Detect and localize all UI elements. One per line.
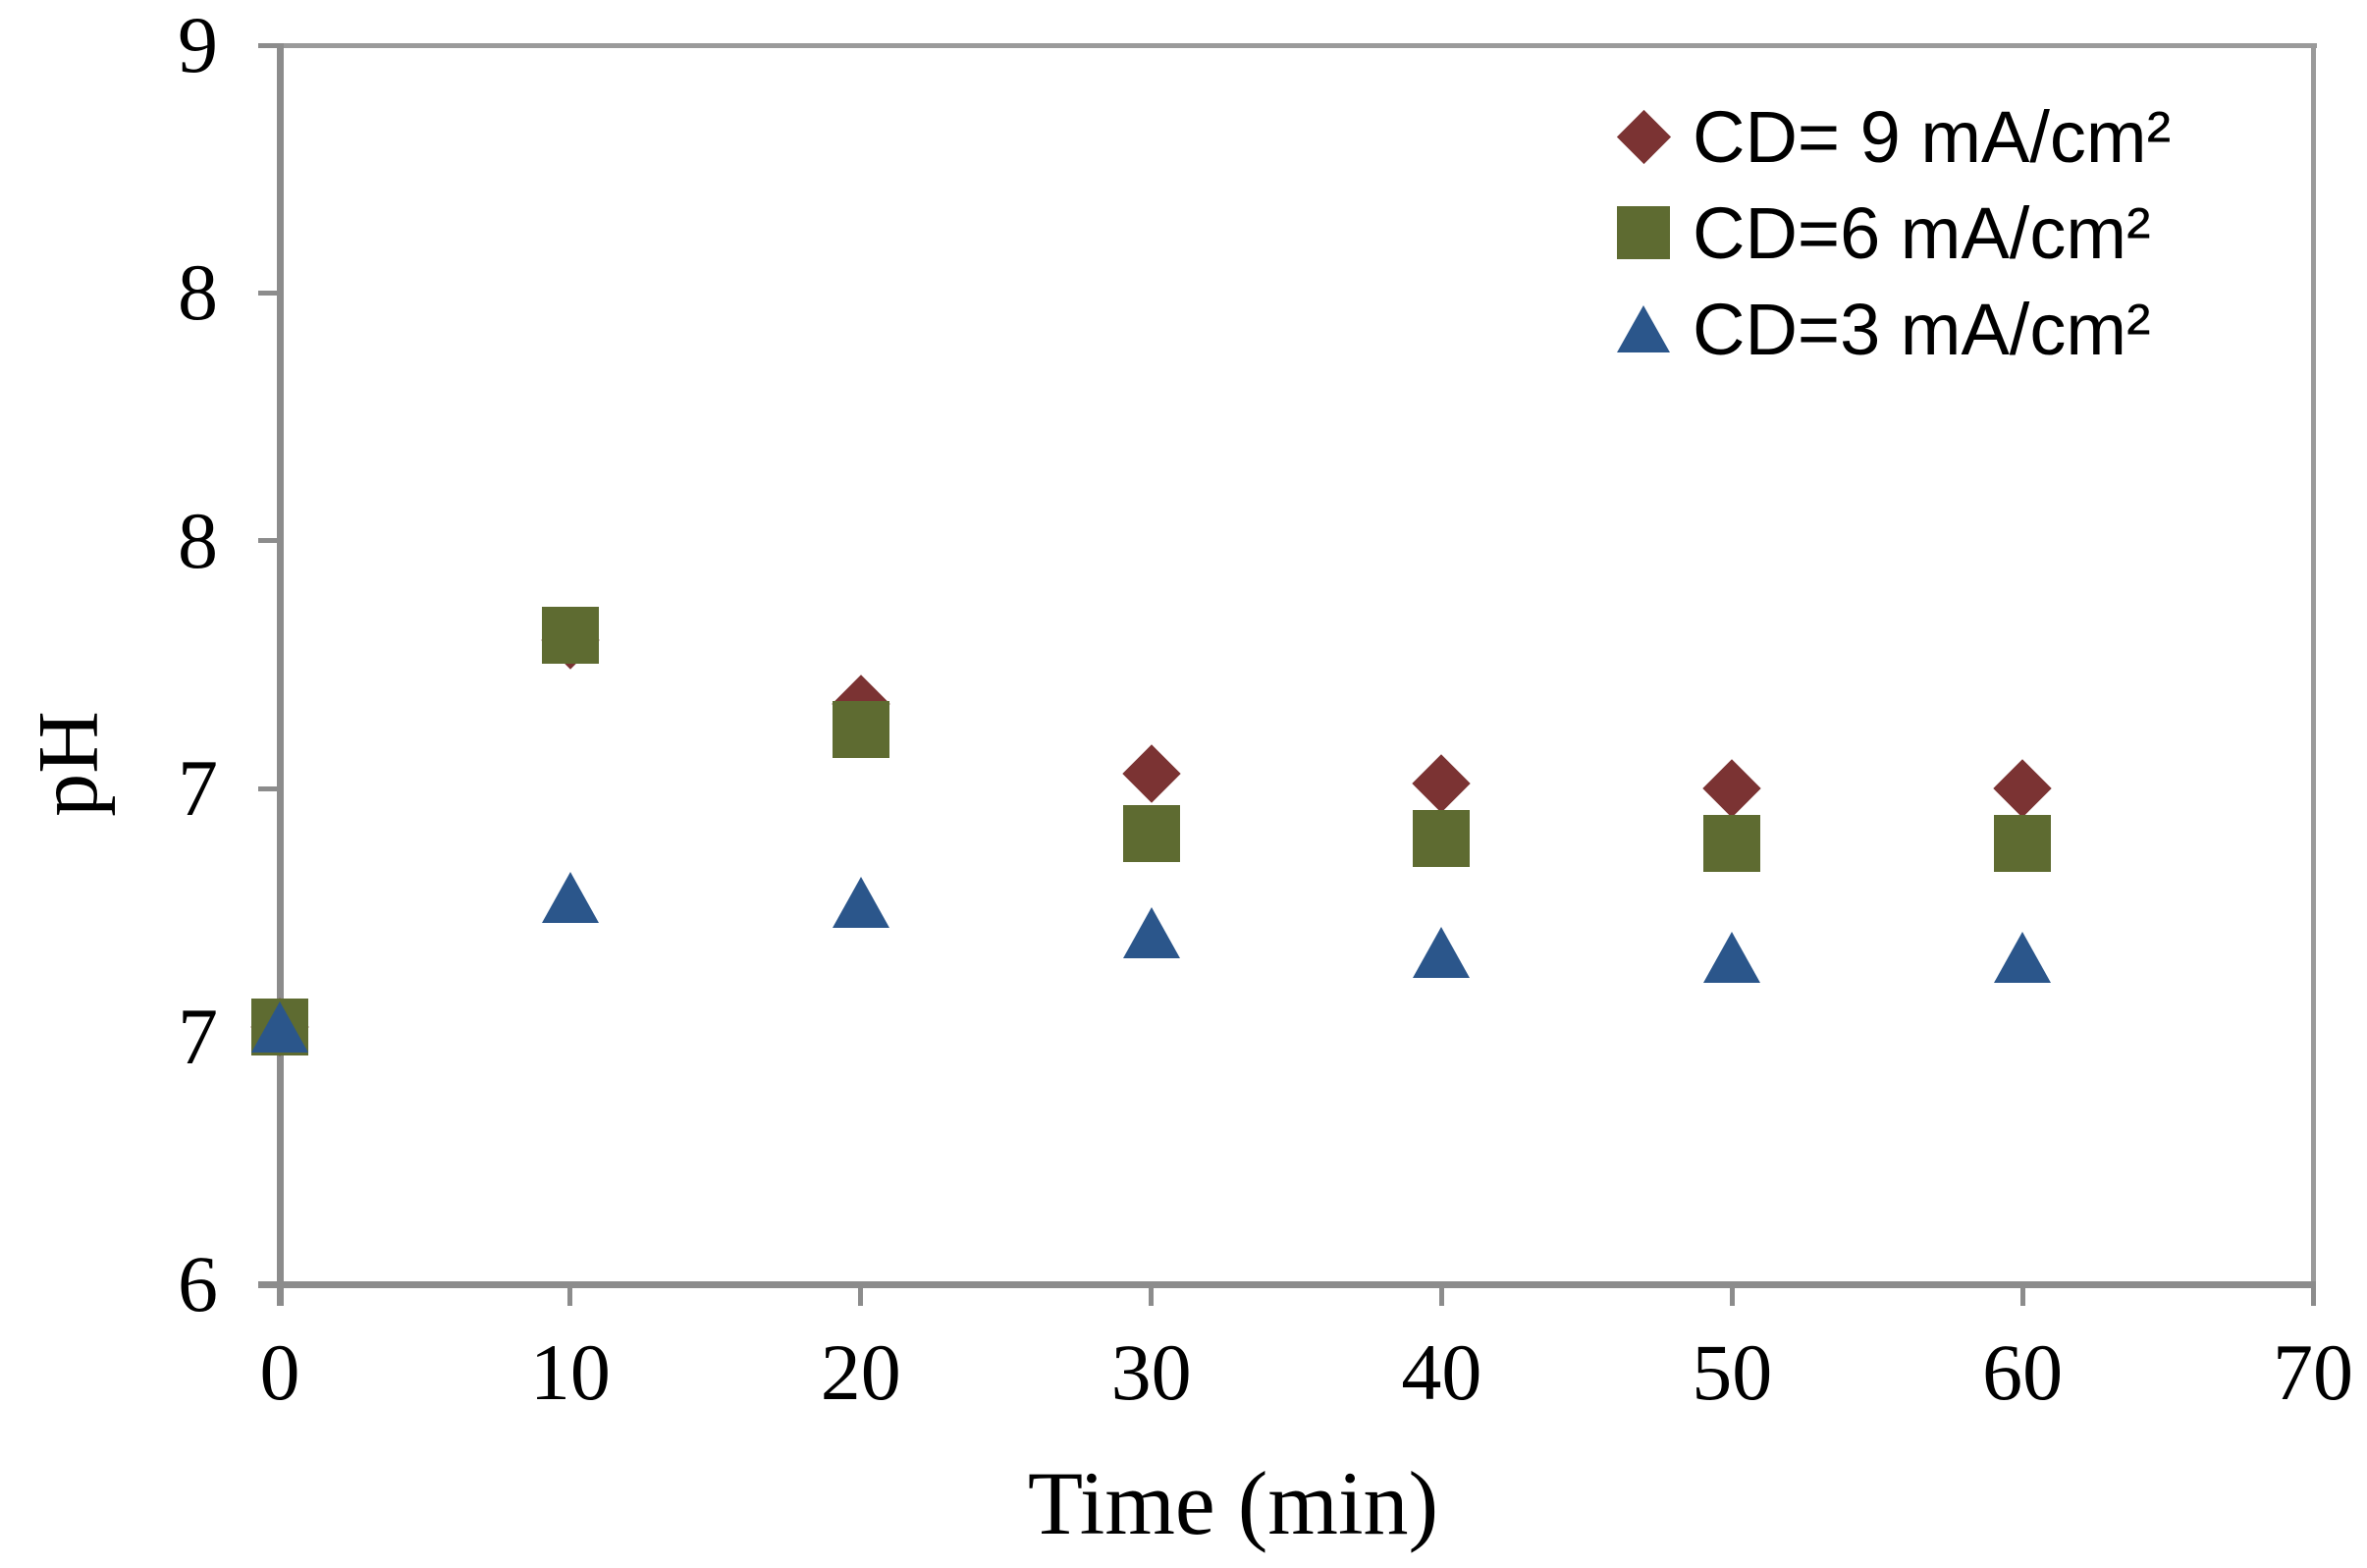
x-axis-title: Time (min): [1027, 1453, 1439, 1553]
plot-top-border: [258, 43, 2317, 48]
diamond-marker-data-point: [1993, 759, 2052, 818]
y-axis-tick-label: 6: [178, 1239, 218, 1328]
x-axis-tick: [1438, 1284, 1444, 1306]
legend-item: CD= 9 mA/cm²: [1612, 88, 2171, 185]
y-axis-line: [277, 43, 284, 1306]
plot-right-border: [2311, 43, 2316, 1304]
square-marker: [1617, 206, 1670, 259]
x-axis-tick-label: 20: [820, 1327, 901, 1417]
y-axis-tick-label: 7: [178, 743, 218, 834]
x-axis-tick: [2310, 1284, 2316, 1306]
x-axis-line: [258, 1281, 2316, 1288]
legend-marker-cell: [1612, 206, 1675, 259]
square-marker-data-point: [541, 606, 599, 664]
x-axis-tick-label: 40: [1401, 1327, 1482, 1417]
y-axis-tick-label: 7: [178, 991, 218, 1081]
triangle-marker-data-point: [1703, 931, 1761, 983]
x-axis-tick: [277, 1284, 283, 1306]
triangle-marker: [1617, 305, 1670, 352]
triangle-marker-data-point: [1994, 931, 2052, 983]
diamond-marker: [1616, 109, 1671, 164]
x-axis-tick: [567, 1284, 573, 1306]
x-axis-tick: [1729, 1284, 1735, 1306]
y-axis-tick: [258, 290, 278, 296]
legend-marker-cell: [1612, 109, 1675, 164]
y-axis-tick-label: 8: [178, 247, 218, 338]
triangle-marker-data-point: [541, 872, 599, 924]
triangle-marker-data-point: [1413, 926, 1471, 978]
square-marker-data-point: [1703, 814, 1761, 872]
x-axis-tick-label: 60: [1982, 1327, 2064, 1417]
square-marker-data-point: [1994, 814, 2052, 872]
x-axis-tick-label: 50: [1692, 1327, 1773, 1417]
y-axis-title: pH: [21, 711, 117, 817]
square-marker-data-point: [1413, 809, 1471, 867]
triangle-marker-data-point: [832, 877, 889, 929]
x-axis-tick-label: 0: [259, 1327, 300, 1417]
legend: CD= 9 mA/cm² CD=6 mA/cm² CD=3 mA/cm²: [1612, 88, 2171, 377]
legend-item: CD=6 mA/cm²: [1612, 185, 2171, 281]
y-axis-tick: [258, 785, 278, 791]
y-axis-tick-label: 8: [178, 495, 218, 585]
legend-label: CD= 9 mA/cm²: [1693, 95, 2172, 178]
y-axis-tick: [258, 1281, 278, 1287]
x-axis-tick: [2019, 1284, 2025, 1306]
y-axis-tick: [258, 42, 278, 48]
y-axis-tick: [258, 538, 278, 544]
triangle-marker-data-point: [251, 1000, 308, 1053]
x-axis-tick: [858, 1284, 864, 1306]
legend-label: CD=3 mA/cm²: [1693, 288, 2151, 370]
triangle-marker-data-point: [1122, 906, 1180, 958]
legend-marker-cell: [1612, 305, 1675, 352]
diamond-marker-data-point: [1121, 744, 1181, 803]
square-marker-data-point: [1122, 804, 1180, 862]
diamond-marker-data-point: [1412, 754, 1472, 813]
x-axis-tick-label: 30: [1110, 1327, 1192, 1417]
square-marker-data-point: [832, 700, 889, 758]
x-axis-tick: [1149, 1284, 1155, 1306]
x-axis-tick-label: 70: [2273, 1327, 2353, 1417]
x-axis-tick-label: 10: [529, 1327, 611, 1417]
legend-item: CD=3 mA/cm²: [1612, 281, 2171, 377]
diamond-marker-data-point: [1702, 759, 1761, 818]
y-axis-tick-label: 9: [178, 0, 218, 89]
legend-label: CD=6 mA/cm²: [1693, 191, 2151, 274]
